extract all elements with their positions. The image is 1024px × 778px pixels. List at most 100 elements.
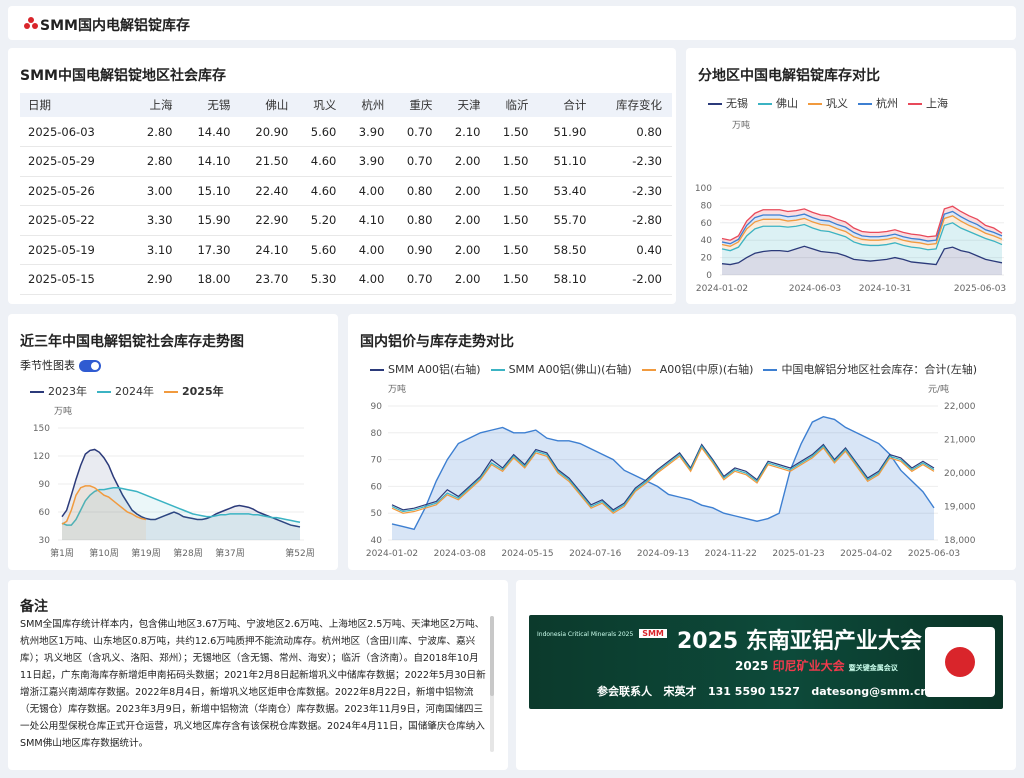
table-cell: 4.60 (298, 146, 347, 177)
table-cell: 1.50 (490, 264, 539, 295)
legend-item[interactable]: 2025年 (164, 385, 224, 398)
region-chart-card: 分地区中国电解铝锭库存对比 无锡 佛山 巩义 杭州 上海 万吨 0 20 40 60 80 100 2… (686, 48, 1016, 304)
table-cell: 4.00 (346, 235, 395, 265)
notes-scrollbar[interactable] (490, 616, 494, 752)
qr-code-icon[interactable] (925, 627, 995, 697)
legend-swatch (370, 369, 384, 371)
seasonal-toggle[interactable]: 季节性图表 (20, 357, 101, 373)
ad-card: Indonesia Critical Minerals 2025 SMM 202… (516, 580, 1016, 770)
inventory-area (392, 416, 934, 540)
partner-logos: Indonesia Critical Minerals 2025 SMM (537, 629, 677, 647)
legend-item[interactable]: 上海 (908, 97, 948, 110)
banner-sub-title: 印尼矿业大会 (772, 659, 845, 673)
table-cell: 22.40 (240, 176, 299, 206)
legend-label: 2024年 (115, 385, 154, 398)
table-cell: 4.60 (298, 176, 347, 206)
table-cell: 0.80 (596, 117, 672, 147)
x-tick-label: 2024-07-16 (569, 549, 622, 559)
table-cell: 55.70 (538, 205, 597, 236)
table-cell: 53.40 (538, 176, 597, 206)
table-cell: 3.30 (134, 205, 183, 236)
table-cell: 58.10 (538, 264, 597, 295)
x-tick-label: 2024-11-22 (705, 549, 757, 559)
y-tick-label: 60 (39, 508, 51, 518)
legend-swatch (30, 391, 44, 393)
banner-headline: 东南亚铝产业大会 (745, 629, 922, 654)
table-cell: 0.70 (394, 117, 443, 147)
table-cell: 0.70 (394, 264, 443, 295)
right-tick-label: 22,000 (944, 402, 976, 412)
smm-banner-logo: SMM (639, 629, 667, 638)
x-tick-label: 2024-09-13 (637, 549, 689, 559)
legend-item[interactable]: 2024年 (97, 385, 154, 398)
x-tick-label: 2024-01-02 (696, 284, 748, 294)
table-cell: 21.50 (240, 146, 299, 177)
legend-item[interactable]: SMM A00铝(右轴) (370, 363, 481, 376)
y-axis-unit: 万吨 (54, 405, 72, 417)
table-row: 2025-05-19 3.10 17.30 24.10 5.60 4.00 0.90 2.00… (20, 235, 672, 265)
table-row: 2025-05-22 3.30 15.90 22.90 5.20 4.10 0.80 2.00… (20, 205, 672, 236)
legend-item[interactable]: 巩义 (808, 97, 848, 110)
table-cell: 14.40 (182, 117, 241, 147)
region-chart-title: 分地区中国电解铝锭库存对比 (698, 68, 880, 84)
table-cell: 18.00 (182, 264, 241, 295)
right-tick-label: 20,000 (944, 469, 976, 479)
conference-banner[interactable]: Indonesia Critical Minerals 2025 SMM 202… (529, 615, 1003, 709)
legend-item[interactable]: 无锡 (708, 97, 748, 110)
table-cell: 2.80 (134, 146, 183, 177)
legend-item[interactable]: 2023年 (30, 385, 87, 398)
legend-item[interactable]: A00铝(中原)(右轴) (641, 363, 753, 376)
inventory-table-card: SMM中国电解铝锭地区社会库存 日期 上海 无锡 佛山 巩义 杭州 重庆 天津 临沂 合计 库存变化… (8, 48, 676, 304)
x-tick-label: 第19周 (131, 547, 160, 559)
seasonal-toggle-label: 季节性图表 (20, 359, 75, 372)
x-tick-label: 2024-10-31 (859, 284, 911, 294)
banner-sub-year: 2025 (735, 659, 769, 673)
region-legend[interactable]: 无锡 佛山 巩义 杭州 上海 (708, 95, 958, 111)
legend-label: 上海 (926, 97, 948, 110)
column-header: 杭州 (346, 93, 395, 117)
series-line-price (391, 445, 935, 513)
x-tick-label: 2024-01-02 (366, 549, 418, 559)
x-tick-label: 2025-06-03 (908, 549, 960, 559)
series-line-杭州 (721, 210, 1003, 245)
table-cell: 4.00 (346, 176, 395, 206)
series-line-2025年 (61, 485, 147, 525)
column-header: 库存变化 (596, 93, 672, 117)
table-cell: 3.00 (134, 176, 183, 206)
x-tick-label: 2024-05-15 (501, 549, 553, 559)
table-cell: 1.50 (490, 205, 539, 236)
legend-item[interactable]: 佛山 (758, 97, 798, 110)
series-line-无锡 (721, 245, 1003, 266)
table-cell: 0.80 (394, 205, 443, 236)
x-tick-label: 2025-06-03 (954, 284, 1006, 294)
notes-card: 备注 SMM全国库存统计样本内，包含佛山地区3.67万吨、宁波地区2.6万吨、上… (8, 580, 508, 770)
column-header: 佛山 (240, 93, 299, 117)
legend-swatch (641, 369, 656, 371)
table-row: 2025-06-03 2.80 14.40 20.90 5.60 3.90 0.70 2.10… (20, 117, 672, 147)
series-area (62, 449, 300, 540)
banner-year: 2025 (677, 629, 739, 654)
legend-item[interactable]: SMM A00铝(佛山)(右轴) (490, 363, 632, 376)
left-tick-label: 90 (371, 402, 383, 412)
y-tick-label: 30 (39, 536, 51, 546)
table-cell: 2025-05-29 (20, 146, 135, 177)
table-cell: 2.00 (442, 176, 491, 206)
legend-item[interactable]: 杭州 (858, 97, 898, 110)
x-tick-label: 第28周 (173, 547, 202, 559)
seasonal-legend[interactable]: 2023年 2024年 2025年 (30, 383, 234, 399)
table-cell: 2.00 (442, 146, 491, 177)
column-header: 重庆 (394, 93, 443, 117)
page-header: SMM国内电解铝锭库存 (8, 6, 1016, 40)
table-cell: 17.30 (182, 235, 241, 265)
price-legend[interactable]: SMM A00铝(右轴) SMM A00铝(佛山)(右轴) A00铝(中原)(右轴)… (370, 361, 987, 377)
table-cell: 5.60 (298, 117, 347, 147)
table-body: 2025-06-03 2.80 14.40 20.90 5.60 3.90 0.70 2.10… (20, 117, 672, 295)
left-tick-label: 70 (371, 456, 383, 466)
column-header: 无锡 (182, 93, 241, 117)
legend-item[interactable]: 中国电解铝分地区社会库存：合计(左轴) (763, 363, 977, 376)
toggle-switch[interactable] (79, 360, 101, 372)
seasonal-chart: 万吨 30 60 90 120 150 第1周 第10周 第19周 第28周 第37周 第52周 (33, 405, 315, 559)
table-cell: 23.70 (240, 264, 299, 295)
y-tick-label: 0 (706, 271, 712, 281)
table-cell: 2025-05-19 (20, 235, 135, 265)
